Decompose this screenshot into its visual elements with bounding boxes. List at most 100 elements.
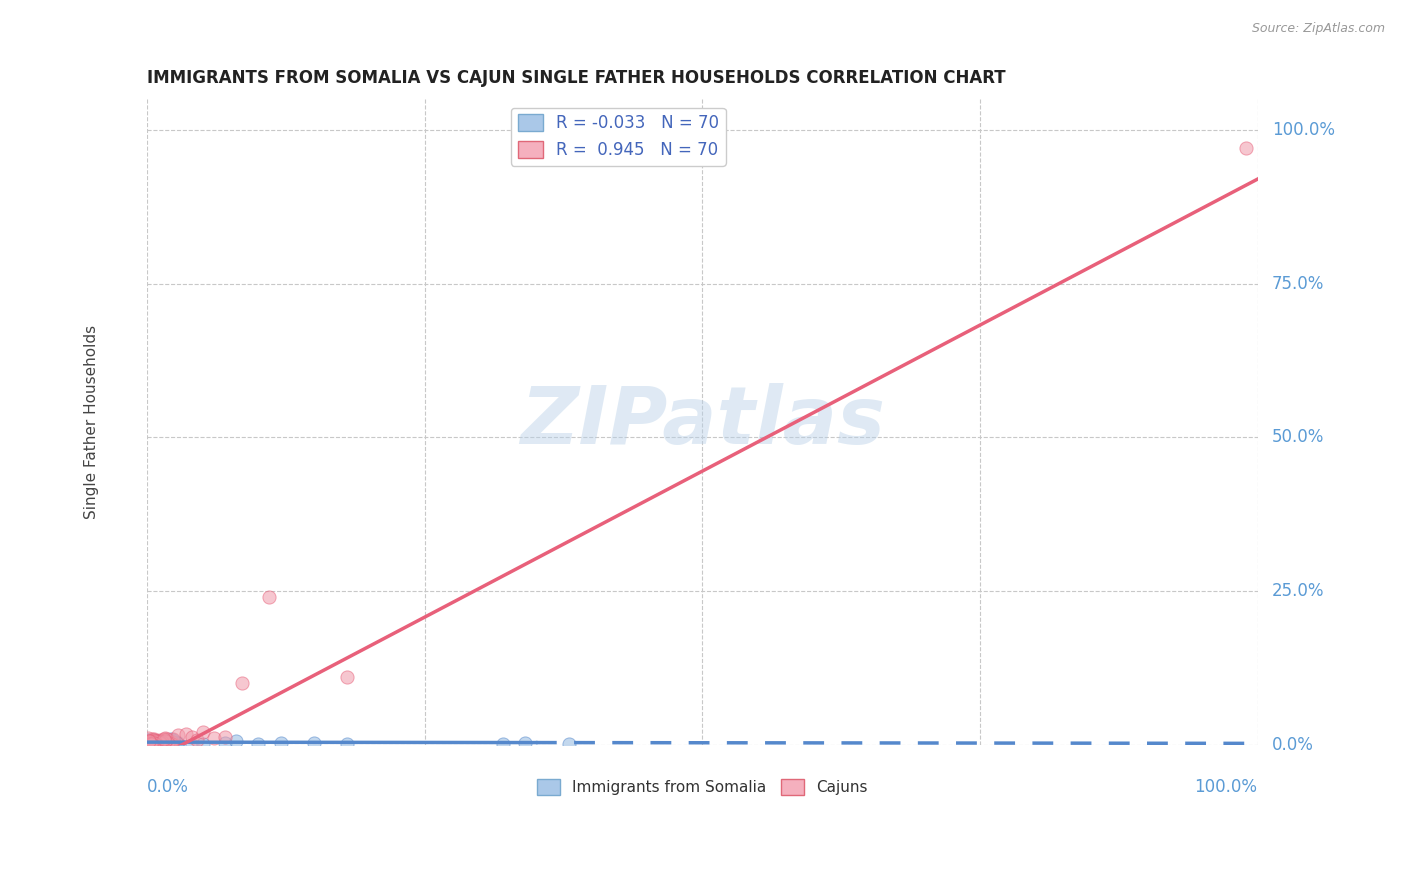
Point — [247, 737, 270, 751]
Point — [513, 736, 536, 750]
Point — [146, 735, 169, 749]
Point — [142, 736, 165, 750]
Point — [142, 736, 165, 750]
Point — [159, 737, 181, 751]
Point — [141, 734, 163, 748]
Point — [139, 737, 162, 751]
Point — [146, 737, 169, 751]
Point — [143, 735, 166, 749]
Point — [163, 735, 186, 749]
Point — [157, 736, 180, 750]
Point — [145, 737, 167, 751]
Point — [138, 737, 160, 751]
Point — [143, 737, 166, 751]
Point — [139, 735, 162, 749]
Point — [138, 735, 160, 749]
Point — [162, 733, 184, 747]
Text: ZIPatlas: ZIPatlas — [520, 383, 884, 461]
Point — [270, 736, 292, 750]
Point — [160, 737, 183, 751]
Point — [149, 733, 172, 747]
Point — [491, 738, 513, 752]
Point — [156, 738, 179, 752]
Point — [143, 734, 166, 748]
Point — [149, 734, 172, 748]
Point — [141, 736, 163, 750]
Point — [166, 736, 188, 750]
Point — [150, 736, 173, 750]
Point — [142, 737, 165, 751]
Point — [155, 734, 177, 748]
Point — [146, 736, 169, 750]
Point — [163, 738, 186, 752]
Text: 25.0%: 25.0% — [1272, 582, 1324, 600]
Point — [145, 734, 167, 748]
Point — [191, 737, 214, 751]
Text: Single Father Households: Single Father Households — [84, 325, 100, 519]
Point — [136, 737, 159, 751]
Point — [159, 732, 181, 747]
Text: IMMIGRANTS FROM SOMALIA VS CAJUN SINGLE FATHER HOUSEHOLDS CORRELATION CHART: IMMIGRANTS FROM SOMALIA VS CAJUN SINGLE … — [148, 69, 1005, 87]
Point — [336, 737, 359, 751]
Point — [141, 736, 163, 750]
Point — [191, 725, 214, 739]
Point — [153, 733, 176, 747]
Point — [138, 737, 160, 751]
Point — [139, 737, 162, 751]
Point — [156, 734, 179, 748]
Point — [150, 734, 173, 748]
Point — [152, 736, 174, 750]
Point — [143, 734, 166, 748]
Point — [142, 732, 165, 747]
Point — [139, 737, 162, 751]
Point — [143, 734, 166, 748]
Text: 0.0%: 0.0% — [148, 779, 190, 797]
Point — [143, 732, 166, 747]
Point — [143, 736, 166, 750]
Point — [156, 735, 179, 749]
Point — [231, 676, 253, 690]
Point — [142, 734, 165, 748]
Text: 0.0%: 0.0% — [1272, 736, 1313, 754]
Point — [146, 734, 169, 748]
Point — [146, 737, 169, 751]
Point — [136, 733, 159, 747]
Point — [149, 734, 172, 748]
Point — [139, 737, 162, 751]
Point — [142, 734, 165, 748]
Point — [159, 737, 181, 751]
Point — [146, 738, 169, 752]
Point — [139, 734, 162, 748]
Point — [214, 736, 236, 750]
Point — [159, 737, 181, 751]
Point — [143, 738, 166, 752]
Legend: Immigrants from Somalia, Cajuns: Immigrants from Somalia, Cajuns — [530, 773, 875, 802]
Point — [142, 737, 165, 751]
Point — [145, 738, 167, 752]
Point — [225, 734, 247, 748]
Point — [138, 737, 160, 751]
Point — [150, 735, 173, 749]
Point — [152, 731, 174, 746]
Point — [139, 736, 162, 750]
Point — [150, 734, 173, 748]
Point — [138, 733, 160, 747]
Point — [141, 736, 163, 750]
Point — [145, 737, 167, 751]
Point — [138, 733, 160, 747]
Point — [153, 734, 176, 748]
Point — [153, 731, 176, 746]
Point — [138, 737, 160, 751]
Point — [148, 737, 170, 751]
Point — [139, 737, 162, 751]
Point — [149, 736, 172, 750]
Point — [1236, 141, 1258, 155]
Point — [336, 670, 359, 684]
Text: 75.0%: 75.0% — [1272, 275, 1324, 293]
Text: 100.0%: 100.0% — [1272, 121, 1336, 139]
Text: 50.0%: 50.0% — [1272, 428, 1324, 446]
Point — [167, 728, 190, 742]
Point — [152, 736, 174, 750]
Text: Source: ZipAtlas.com: Source: ZipAtlas.com — [1251, 22, 1385, 36]
Point — [136, 737, 159, 751]
